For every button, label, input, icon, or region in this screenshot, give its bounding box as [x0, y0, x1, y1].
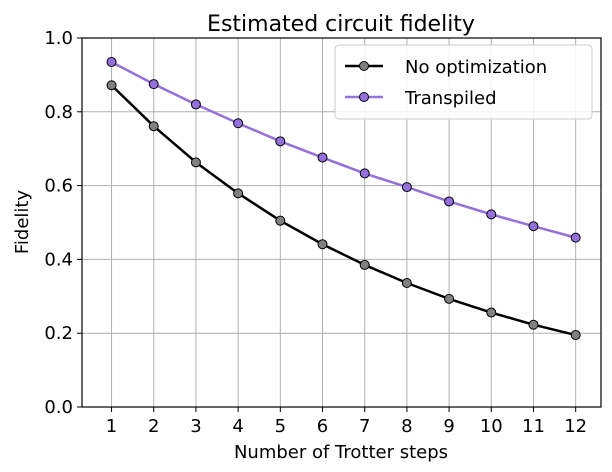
- chart-title: Estimated circuit fidelity: [207, 12, 475, 37]
- data-point-transpiled: [148, 79, 159, 90]
- data-point-no-optimization: [106, 80, 117, 91]
- x-axis-label: Number of Trotter steps: [234, 442, 448, 463]
- data-point-transpiled: [570, 232, 581, 243]
- data-point-transpiled: [275, 136, 286, 147]
- data-point-no-optimization: [359, 259, 370, 270]
- y-tick-label: 0.2: [44, 323, 73, 344]
- data-point-transpiled: [233, 118, 244, 129]
- data-point-transpiled: [444, 196, 455, 207]
- data-point-no-optimization: [444, 293, 455, 304]
- legend-box: [334, 44, 593, 120]
- y-tick-label: 0.6: [44, 176, 73, 197]
- data-point-no-optimization: [570, 330, 581, 341]
- x-tick-label: 1: [106, 416, 117, 437]
- legend-marker-transpiled: [359, 92, 369, 102]
- y-tick-label: 0.4: [44, 249, 73, 270]
- data-point-transpiled: [528, 221, 539, 232]
- data-point-no-optimization: [275, 215, 286, 226]
- x-tick-label: 5: [275, 416, 286, 437]
- y-axis-label: Fidelity: [12, 190, 33, 255]
- x-tick-label: 9: [443, 416, 454, 437]
- legend-label-no-optimization: No optimization: [405, 57, 547, 78]
- x-tick-label: 12: [564, 416, 587, 437]
- y-tick-label: 1.0: [44, 28, 73, 49]
- data-point-transpiled: [486, 209, 497, 220]
- x-tick-label: 3: [190, 416, 201, 437]
- series-layer: [106, 56, 581, 341]
- data-point-no-optimization: [233, 188, 244, 199]
- y-tick-label: 0.0: [44, 397, 73, 418]
- data-point-no-optimization: [486, 307, 497, 318]
- data-point-no-optimization: [401, 278, 412, 289]
- series-line-transpiled: [110, 60, 577, 239]
- data-point-no-optimization: [317, 239, 328, 250]
- x-tick-label: 11: [522, 416, 545, 437]
- data-point-transpiled: [106, 56, 117, 67]
- plot-frame: [81, 37, 602, 408]
- legend-marker-no-optimization: [359, 61, 369, 71]
- data-point-transpiled: [317, 152, 328, 163]
- x-axis-ticks: 1 2 3 4 5 6 7 8 9 10 11 12: [106, 407, 587, 437]
- x-tick-label: 6: [317, 416, 328, 437]
- y-axis-ticks: 0.0 0.2 0.4 0.6 0.8 1.0: [44, 28, 82, 418]
- legend: No optimization Transpiled: [334, 44, 593, 120]
- data-point-transpiled: [190, 99, 201, 110]
- data-point-no-optimization: [190, 157, 201, 168]
- data-point-transpiled: [359, 168, 370, 179]
- x-tick-label: 2: [148, 416, 159, 437]
- x-tick-label: 8: [401, 416, 412, 437]
- data-point-no-optimization: [148, 121, 159, 132]
- data-point-transpiled: [401, 182, 412, 193]
- x-tick-label: 10: [480, 416, 503, 437]
- x-tick-label: 7: [359, 416, 370, 437]
- data-point-no-optimization: [528, 319, 539, 330]
- series-line-no-optimization: [110, 84, 576, 337]
- x-tick-label: 4: [232, 416, 243, 437]
- y-tick-label: 0.8: [44, 102, 73, 123]
- legend-label-transpiled: Transpiled: [404, 88, 497, 109]
